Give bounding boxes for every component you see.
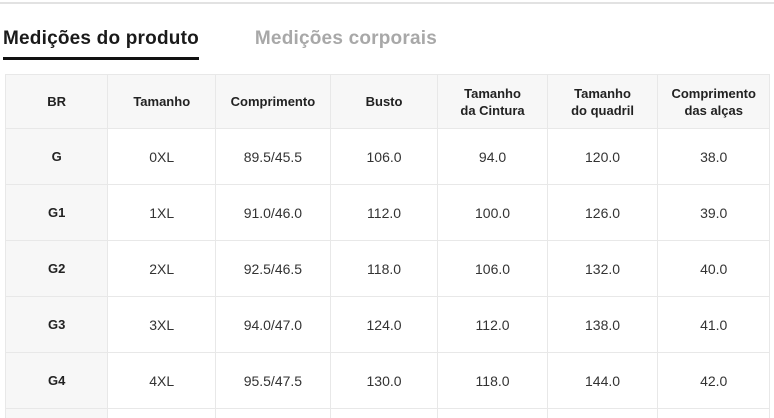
measurement-cell: 39.0 [657,184,770,241]
size-chart-tabs: Medições do produto Medições corporais [3,28,774,60]
measurement-cell: 144.0 [546,352,659,409]
measurement-cell: 124.0 [329,296,439,353]
size-chart-table: BR Tamanho Comprimento Busto Tamanho da Cint… [4,74,770,418]
column-header-1: Tamanho [107,74,217,129]
measurement-cell: 118.0 [437,352,548,409]
measurement-cell: 4XL [107,352,217,409]
table-row: G4 4XL 95.5/47.5 130.0 118.0 144.0 42.0 [4,352,770,409]
measurement-cell: 2XL [107,240,217,297]
measurement-cell: 3XL [107,296,217,353]
measurement-cell: 91.0/46.0 [215,184,331,241]
measurement-cell: 1XL [107,184,217,241]
measurement-cell: 100.0 [437,184,548,241]
measurement-cell: 38.0 [657,128,770,185]
measurement-cell: 138.0 [546,296,659,353]
table-row: G 0XL 89.5/45.5 106.0 94.0 120.0 38.0 [4,128,770,185]
measurement-cell [215,408,331,418]
measurement-cell [657,408,770,418]
measurement-cell: 92.5/46.5 [215,240,331,297]
column-header-2: Comprimento [215,74,331,129]
measurement-cell: 112.0 [437,296,548,353]
measurement-cell: 106.0 [329,128,439,185]
measurement-cell: 130.0 [329,352,439,409]
table-row: G3 3XL 94.0/47.0 124.0 112.0 138.0 41.0 [4,296,770,353]
measurement-cell: 42.0 [657,352,770,409]
size-label-cell: G3 [4,296,109,353]
table-row-partial [4,408,770,418]
measurement-cell: 118.0 [329,240,439,297]
measurement-cell: 94.0/47.0 [215,296,331,353]
measurement-cell: 106.0 [437,240,548,297]
measurement-cell [4,408,109,418]
size-label-cell: G1 [4,184,109,241]
tab-body-measurements[interactable]: Medições corporais [254,28,437,49]
measurement-cell: 89.5/45.5 [215,128,331,185]
measurement-cell: 41.0 [657,296,770,353]
measurement-cell [546,408,659,418]
measurement-cell: 0XL [107,128,217,185]
table-row: G1 1XL 91.0/46.0 112.0 100.0 126.0 39.0 [4,184,770,241]
measurement-cell: 40.0 [657,240,770,297]
size-label-cell: G4 [4,352,109,409]
table-row: G2 2XL 92.5/46.5 118.0 106.0 132.0 40.0 [4,240,770,297]
column-header-5: Tamanho do quadril [546,74,659,129]
column-header-4: Tamanho da Cintura [437,74,548,129]
measurement-cell [107,408,217,418]
top-divider [0,2,774,4]
measurement-cell: 94.0 [437,128,548,185]
measurement-cell: 132.0 [546,240,659,297]
size-label-cell: G [4,128,109,185]
measurement-cell: 95.5/47.5 [215,352,331,409]
measurement-cell: 126.0 [546,184,659,241]
measurement-cell: 120.0 [546,128,659,185]
tab-product-measurements[interactable]: Medições do produto [3,28,199,60]
column-header-6: Comprimento das alças [657,74,770,129]
measurement-cell [437,408,548,418]
size-table-body: G 0XL 89.5/45.5 106.0 94.0 120.0 38.0 G1 1XL 91.0… [4,128,770,418]
measurement-cell: 112.0 [329,184,439,241]
table-header-row: BR Tamanho Comprimento Busto Tamanho da Cint… [4,74,770,129]
measurement-cell [329,408,439,418]
size-label-cell: G2 [4,240,109,297]
column-header-3: Busto [329,74,439,129]
column-header-0: BR [4,74,109,129]
